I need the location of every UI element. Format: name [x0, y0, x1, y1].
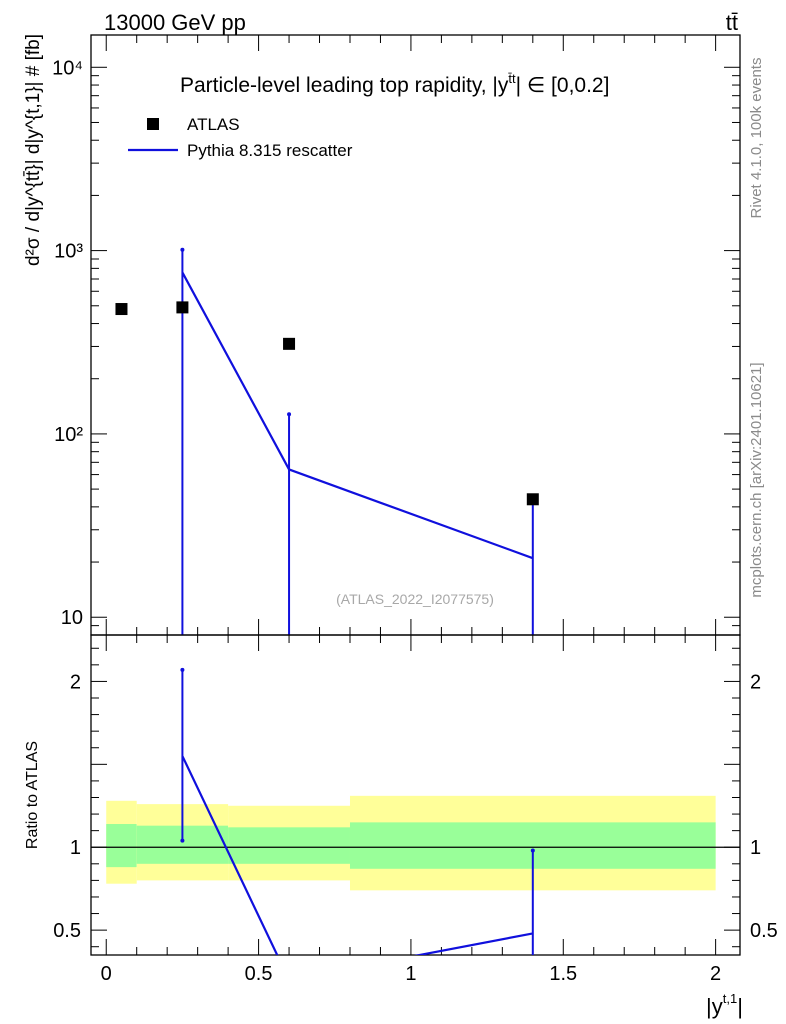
x-axis-label-end: |	[737, 994, 743, 1019]
ratio-plot-area	[180, 667, 535, 955]
x-axis-label-base: |y	[706, 994, 723, 1019]
ratio-error-cap	[180, 838, 185, 843]
plot-title: Particle-level leading top rapidity, |yt…	[180, 71, 609, 97]
x-axis-label: |yt,1|	[706, 991, 743, 1019]
ratio-y-tick-label-right: 1	[750, 837, 761, 859]
ratio-band-inner	[228, 827, 350, 864]
x-axis-label-sup: t,1	[723, 991, 737, 1006]
ratio-y-axis-label: Ratio to ATLAS	[24, 741, 41, 849]
ratio-series-line	[181, 755, 534, 955]
atlas-data-point	[176, 301, 189, 314]
plot-title-suffix: | ∈ [0,0.2]	[516, 74, 610, 97]
main-y-tick-label: 10	[61, 607, 83, 629]
ratio-error-cap	[530, 848, 535, 853]
ratio-frame	[90, 634, 741, 956]
legend: ATLAS Pythia 8.315 rescatter	[128, 115, 353, 160]
main-y-tick-label: 10³	[54, 241, 83, 263]
ratio-x-tick-label: 0	[101, 963, 112, 985]
ratio-y-tick-label: 1	[70, 837, 81, 859]
main-plot-area	[115, 247, 539, 635]
main-y-tick-label: 10⁴	[52, 57, 83, 79]
plot-title-prefix: Particle-level leading top rapidity, |y	[180, 74, 509, 97]
legend-mc-label: Pythia 8.315 rescatter	[187, 141, 353, 160]
legend-atlas-marker	[147, 118, 159, 130]
ratio-uncertainty-bands	[106, 795, 716, 891]
ratio-y-tick-label: 0.5	[53, 920, 81, 942]
ratio-y-tick-label-right: 0.5	[750, 920, 778, 942]
ratio-x-tick-label: 0.5	[245, 963, 273, 985]
ratio-error-cap	[180, 667, 185, 672]
analysis-watermark: (ATLAS_2022_I2077575)	[336, 591, 494, 607]
mc-error-cap	[287, 412, 292, 417]
ratio-x-tick-label: 1	[405, 963, 416, 985]
ratio-y-tick-label: 2	[70, 671, 81, 693]
ratio-x-tick-label: 2	[710, 963, 721, 985]
mc-error-cap	[180, 247, 185, 252]
plot-title-superscript: t̄t	[508, 71, 516, 86]
rivet-version-label: Rivet 4.1.0, 100k events	[748, 58, 765, 219]
atlas-data-point	[283, 337, 296, 350]
process-label: tt̄	[726, 10, 738, 35]
main-y-tick-label: 10²	[54, 424, 83, 446]
legend-atlas-label: ATLAS	[187, 115, 240, 134]
ratio-y-tick-label-right: 2	[750, 671, 761, 693]
main-y-axis-label: d²σ / d|y^{tt̄}| d|y^{t,1}| # [fb]	[23, 34, 44, 266]
atlas-data-point	[115, 303, 128, 316]
mcplots-source-label: mcplots.cern.ch [arXiv:2401.10621]	[748, 362, 765, 597]
energy-label: 13000 GeV pp	[104, 10, 246, 35]
ratio-band-inner	[106, 824, 137, 868]
ratio-panel: 0 0.5 1 1.5 2 0.5 0.5 1 1 2 2	[53, 634, 778, 985]
mc-series-line	[181, 271, 534, 560]
ratio-x-tick-label: 1.5	[549, 963, 577, 985]
main-panel: 10 10² 10³ 10⁴	[52, 34, 741, 636]
atlas-data-point	[526, 493, 539, 506]
